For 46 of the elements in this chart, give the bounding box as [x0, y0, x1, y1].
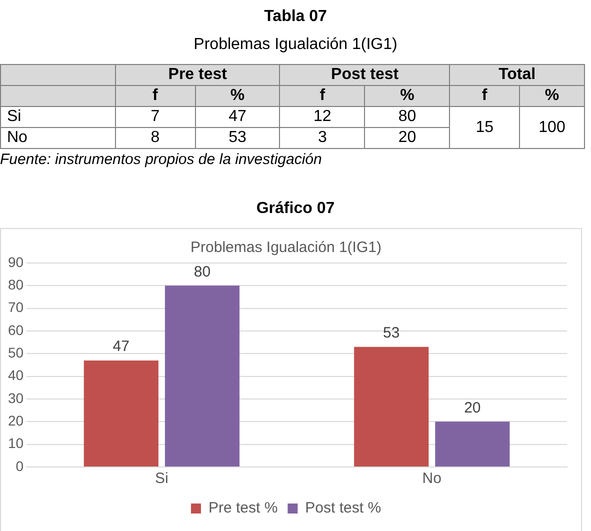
y-tick-label: 10 — [8, 435, 24, 452]
text: 47 — [195, 106, 280, 128]
y-tick-label: 0 — [16, 458, 24, 474]
text: Tabla 07 — [263, 8, 328, 27]
text: Total — [450, 64, 584, 86]
text: % — [520, 86, 584, 106]
data-label: 47 — [112, 338, 130, 356]
text: % — [364, 86, 450, 106]
text: 80 — [364, 106, 450, 128]
data-label: 20 — [464, 399, 481, 416]
text: 53 — [195, 128, 280, 148]
y-tick-label: 20 — [8, 412, 24, 429]
text: % — [195, 86, 280, 106]
text: 20 — [364, 128, 450, 148]
bar — [84, 360, 158, 466]
legend-label: Pre test % — [208, 500, 278, 517]
y-tick-label: 90 — [8, 254, 24, 270]
text: Pre test — [115, 64, 280, 86]
text: 8 — [115, 128, 196, 148]
source-note: Fuente: instrumentos propios de la investigación — [0, 151, 323, 168]
text: 12 — [280, 106, 365, 128]
text: f — [450, 86, 520, 106]
text: Si — [0, 106, 116, 128]
text: Problemas Igualación 1(IG1) — [192, 36, 398, 55]
text: 7 — [115, 106, 196, 128]
text: 3 — [280, 128, 365, 148]
data-label: 53 — [383, 324, 400, 342]
chart-subtitle: Problemas Igualación 1(IG1) — [190, 239, 382, 256]
y-tick-label: 30 — [8, 390, 24, 406]
text: Post test — [280, 64, 450, 86]
chart-title: Gráfico 07 — [255, 200, 336, 219]
y-tick-label: 80 — [8, 276, 24, 293]
bar — [435, 422, 510, 466]
legend-label: Post test % — [305, 500, 382, 517]
y-tick-label: 70 — [8, 299, 24, 316]
bar — [164, 286, 240, 466]
y-tick-label: 50 — [8, 344, 24, 361]
bar — [354, 346, 429, 466]
y-tick-label: 60 — [8, 322, 24, 338]
y-tick-label: 40 — [8, 367, 24, 384]
text: f — [115, 86, 196, 106]
text: 100 — [520, 106, 584, 148]
text: f — [280, 86, 365, 106]
text: No — [0, 128, 116, 148]
text: 15 — [450, 106, 520, 148]
data-label: 80 — [194, 263, 211, 280]
